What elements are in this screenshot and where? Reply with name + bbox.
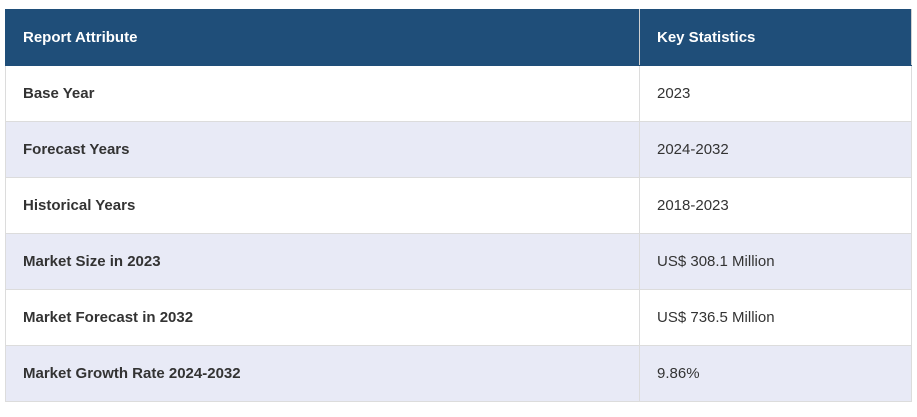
attribute-cell: Base Year — [5, 65, 640, 122]
value-cell: 2024-2032 — [639, 121, 912, 178]
table-row: Market Growth Rate 2024-2032 9.86% — [5, 345, 912, 402]
value-cell: US$ 308.1 Million — [639, 233, 912, 290]
value-cell: 2018-2023 — [639, 177, 912, 234]
table-body: Base Year 2023 Forecast Years 2024-2032 Hist… — [5, 65, 912, 402]
attribute-cell: Market Growth Rate 2024-2032 — [5, 345, 640, 402]
value-cell: 2023 — [639, 65, 912, 122]
table-row: Market Forecast in 2032 US$ 736.5 Million — [5, 289, 912, 346]
table-row: Forecast Years 2024-2032 — [5, 121, 912, 178]
header-cell: Key Statistics — [639, 9, 912, 66]
stats-table: Report Attribute Key Statistics Base Yea… — [5, 9, 912, 402]
header-row: Report Attribute Key Statistics — [5, 9, 912, 66]
table-row: Base Year 2023 — [5, 65, 912, 122]
attribute-cell: Historical Years — [5, 177, 640, 234]
table-container: Report Attribute Key Statistics Base Yea… — [5, 9, 912, 402]
attribute-cell: Market Size in 2023 — [5, 233, 640, 290]
header-cell: Report Attribute — [5, 9, 640, 66]
table-row: Historical Years 2018-2023 — [5, 177, 912, 234]
value-cell: US$ 736.5 Million — [639, 289, 912, 346]
attribute-cell: Market Forecast in 2032 — [5, 289, 640, 346]
value-cell: 9.86% — [639, 345, 912, 402]
attribute-cell: Forecast Years — [5, 121, 640, 178]
table-row: Market Size in 2023 US$ 308.1 Million — [5, 233, 912, 290]
